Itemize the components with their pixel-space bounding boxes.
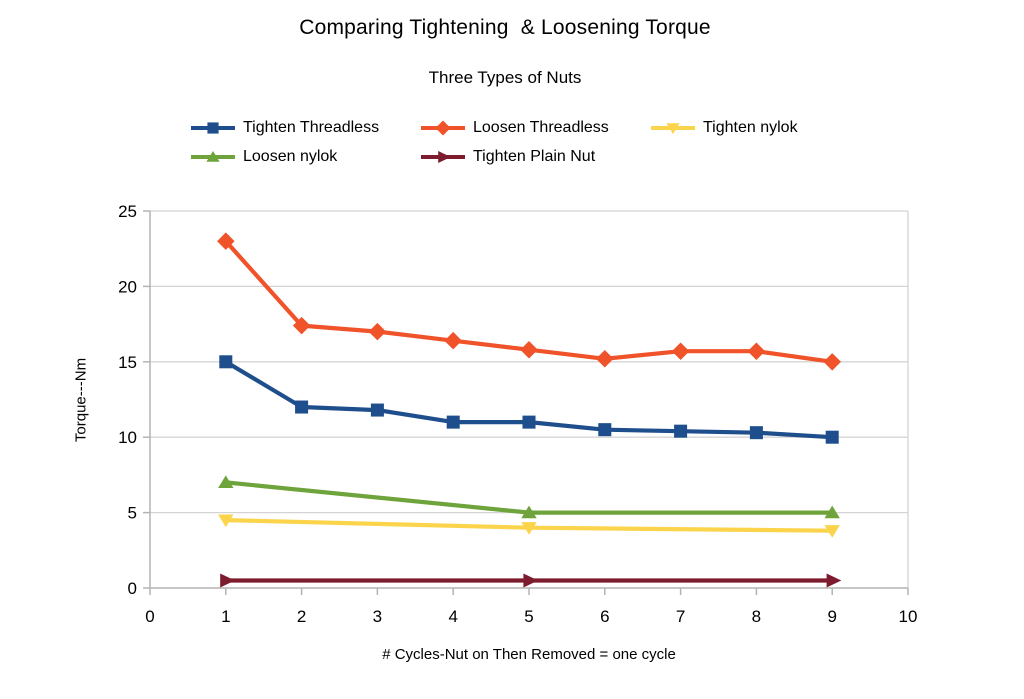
y-tick-label: 0 bbox=[128, 579, 137, 598]
square-marker-icon bbox=[674, 424, 688, 438]
x-tick-label: 5 bbox=[524, 607, 533, 626]
x-tick-label: 1 bbox=[221, 607, 230, 626]
triangle-up-marker-icon bbox=[824, 505, 840, 519]
triangle-right-marker-icon bbox=[438, 150, 451, 163]
square-marker-icon bbox=[825, 430, 839, 444]
x-tick-label: 0 bbox=[145, 607, 154, 626]
triangle-down-marker-icon bbox=[824, 525, 840, 538]
legend-label: Tighten nylok bbox=[703, 118, 798, 136]
y-tick-label: 10 bbox=[118, 428, 137, 447]
square-marker-icon bbox=[522, 415, 536, 429]
y-tick-label: 20 bbox=[118, 277, 137, 296]
legend-item-tighten-threadless: Tighten Threadless bbox=[190, 117, 420, 138]
square-marker-icon bbox=[207, 121, 219, 134]
triangle-right-marker-icon bbox=[220, 573, 235, 588]
legend-swatch bbox=[651, 122, 695, 134]
legend-label: Loosen Threadless bbox=[473, 118, 609, 136]
square-marker-icon bbox=[219, 355, 233, 369]
x-tick-label: 9 bbox=[827, 607, 836, 626]
diamond-marker-icon bbox=[823, 353, 841, 371]
x-tick-label: 2 bbox=[297, 607, 306, 626]
legend-item-loosen-threadless: Loosen Threadless bbox=[420, 117, 650, 138]
legend-swatch bbox=[421, 120, 465, 135]
diamond-marker-icon bbox=[747, 342, 766, 360]
y-tick-label: 25 bbox=[118, 202, 137, 221]
legend-label: Tighten Plain Nut bbox=[473, 147, 596, 165]
legend-swatch bbox=[191, 150, 235, 162]
diamond-marker-icon bbox=[520, 341, 538, 359]
diamond-marker-icon bbox=[444, 331, 462, 350]
triangle-up-marker-icon bbox=[218, 475, 234, 488]
triangle-up-marker-icon bbox=[521, 505, 537, 519]
triangle-up-marker-icon bbox=[206, 150, 220, 162]
legend: Tighten Threadless Loosen Threadless Tight… bbox=[190, 117, 880, 167]
x-tick-label: 3 bbox=[373, 607, 382, 626]
x-tick-label: 8 bbox=[752, 607, 761, 626]
x-tick-label: 10 bbox=[899, 607, 918, 626]
diamond-marker-icon bbox=[596, 350, 614, 368]
square-marker-icon bbox=[446, 415, 460, 429]
x-axis-title: # Cycles-Nut on Then Removed = one cycle bbox=[382, 646, 676, 663]
y-tick-label: 5 bbox=[128, 504, 137, 523]
triangle-down-marker-icon bbox=[218, 514, 234, 528]
x-tick-label: 7 bbox=[676, 607, 685, 626]
diamond-marker-icon bbox=[435, 120, 451, 135]
legend-item-loosen-nylok: Loosen nylok bbox=[190, 146, 420, 167]
square-marker-icon bbox=[598, 423, 612, 437]
legend-swatch bbox=[421, 150, 465, 163]
legend-item-tighten-plain-nut: Tighten Plain Nut bbox=[420, 146, 650, 167]
diamond-marker-icon bbox=[292, 316, 311, 335]
legend-label: Tighten Threadless bbox=[243, 118, 380, 136]
square-marker-icon bbox=[370, 403, 384, 417]
legend-label: Loosen nylok bbox=[243, 147, 338, 165]
diamond-marker-icon bbox=[217, 232, 235, 250]
diamond-marker-icon bbox=[368, 322, 387, 341]
y-tick-label: 15 bbox=[118, 353, 137, 372]
triangle-down-marker-icon bbox=[666, 122, 680, 134]
triangle-right-marker-icon bbox=[826, 573, 842, 588]
square-marker-icon bbox=[749, 426, 763, 440]
legend-item-tighten-nylok: Tighten nylok bbox=[650, 117, 880, 138]
chart-title: Comparing Tightening & Loosening Torque bbox=[299, 16, 711, 39]
triangle-right-marker-icon bbox=[523, 573, 539, 588]
chart-subtitle: Three Types of Nuts bbox=[428, 68, 582, 87]
y-axis-title: Torque---Nm bbox=[72, 357, 90, 443]
triangle-down-marker-icon bbox=[521, 522, 537, 535]
x-tick-label: 6 bbox=[600, 607, 609, 626]
square-marker-icon bbox=[295, 400, 309, 414]
diamond-marker-icon bbox=[671, 342, 690, 360]
x-tick-label: 4 bbox=[448, 607, 457, 626]
legend-swatch bbox=[191, 121, 235, 134]
